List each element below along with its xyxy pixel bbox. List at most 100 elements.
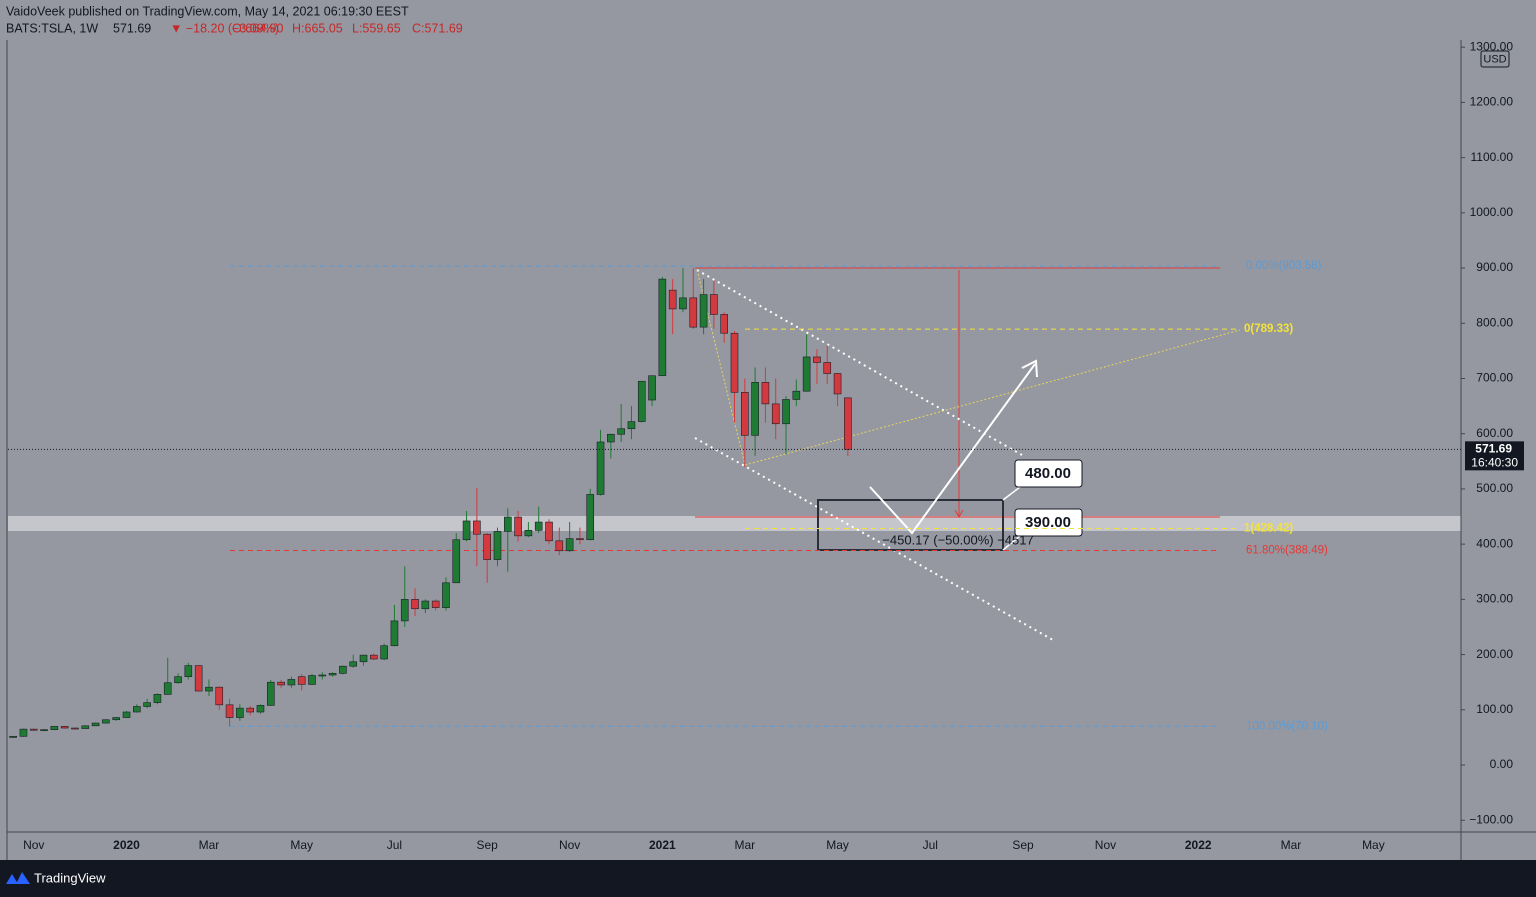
candle-body bbox=[534, 521, 543, 531]
fib-label: 0(789.33) bbox=[1244, 323, 1293, 335]
y-tick-label: 0.00 bbox=[1490, 757, 1514, 771]
candle-body bbox=[493, 531, 502, 560]
y-tick-label: 1000.00 bbox=[1470, 205, 1514, 219]
candle-body bbox=[813, 356, 821, 363]
fib-label: 61.80%(388.49) bbox=[1246, 545, 1328, 557]
y-tick-label: 700.00 bbox=[1476, 371, 1513, 385]
candle-body bbox=[205, 686, 213, 692]
candle-body bbox=[699, 294, 708, 328]
x-tick-label: Jul bbox=[923, 838, 938, 852]
y-tick-label: −100.00 bbox=[1469, 812, 1513, 826]
candle-body bbox=[689, 297, 698, 328]
candle-body bbox=[256, 705, 265, 713]
candle-body bbox=[19, 728, 28, 737]
candle-body bbox=[122, 711, 131, 718]
candle-body bbox=[60, 726, 69, 729]
range-arrow-head bbox=[954, 509, 964, 519]
candle-body bbox=[462, 520, 471, 541]
x-tick-label: Mar bbox=[1281, 838, 1302, 852]
x-tick-label: 2021 bbox=[649, 838, 676, 852]
candle-body bbox=[246, 707, 254, 713]
candle-body bbox=[823, 362, 832, 374]
candle-body bbox=[555, 540, 564, 552]
candle-body bbox=[81, 725, 90, 729]
candle-body bbox=[266, 681, 275, 706]
candle-body bbox=[741, 391, 749, 436]
y-tick-label: 1300.00 bbox=[1470, 39, 1514, 53]
candle-body bbox=[792, 390, 801, 400]
candle-body bbox=[50, 726, 59, 730]
currency: USD bbox=[1483, 53, 1506, 65]
measure-label: −450.17 (−50.00%) −4517 bbox=[882, 532, 1033, 547]
candle-body bbox=[174, 676, 182, 684]
price-tag-label: 571.69 bbox=[1475, 442, 1512, 456]
candle-body bbox=[40, 729, 48, 731]
measure-box bbox=[817, 499, 1004, 551]
support-zone bbox=[8, 516, 1461, 531]
candle-body bbox=[380, 645, 388, 660]
x-tick-label: Nov bbox=[559, 838, 580, 852]
callout-pointer bbox=[1002, 486, 1021, 501]
drawings: 480.00 390.00 −450.17 (−50.00%) −4517 0.… bbox=[8, 260, 1461, 732]
candle-body bbox=[545, 521, 553, 542]
logo bbox=[6, 872, 30, 884]
fib-leg bbox=[744, 329, 1241, 466]
candle-body bbox=[442, 582, 450, 608]
candle-body bbox=[133, 706, 141, 713]
candle-body bbox=[627, 421, 636, 430]
candle-body bbox=[236, 707, 244, 718]
candle-body bbox=[751, 382, 759, 436]
candle-body bbox=[71, 727, 79, 730]
x-tick-label: Jul bbox=[387, 838, 402, 852]
candle-body bbox=[215, 686, 224, 706]
channel-lower bbox=[694, 437, 1054, 641]
candle-body bbox=[452, 539, 461, 584]
y-tick-label: 200.00 bbox=[1476, 647, 1513, 661]
y-tick-label: 100.00 bbox=[1476, 702, 1513, 716]
callout-label: 480.00 bbox=[1025, 465, 1071, 482]
candle-body bbox=[411, 599, 419, 610]
callout-box bbox=[1014, 459, 1083, 488]
currency-box bbox=[1480, 50, 1510, 68]
x-tick-label: May bbox=[1362, 838, 1385, 852]
candles bbox=[9, 268, 852, 738]
candle-body bbox=[503, 516, 512, 532]
candle-body bbox=[771, 403, 780, 425]
ohlc-value: C:571.69 bbox=[412, 21, 463, 35]
candle-body bbox=[586, 494, 595, 541]
candle-body bbox=[225, 704, 234, 718]
x-tick-label: May bbox=[826, 838, 849, 852]
candle-body bbox=[390, 620, 399, 647]
candle-body bbox=[596, 441, 605, 495]
price-tag bbox=[1465, 441, 1524, 471]
x-tick-label: Nov bbox=[23, 838, 44, 852]
candle-body bbox=[617, 428, 625, 435]
candle-body bbox=[102, 719, 110, 724]
callout-box bbox=[1014, 508, 1083, 537]
x-tick-label: 2020 bbox=[113, 838, 140, 852]
x-tick-label: May bbox=[290, 838, 313, 852]
candle-body bbox=[143, 702, 151, 707]
candle-body bbox=[782, 399, 790, 425]
last-price: 571.69 bbox=[113, 21, 151, 35]
candle-body bbox=[163, 682, 172, 695]
candle-body bbox=[576, 538, 584, 541]
countdown: 16:40:30 bbox=[1471, 456, 1518, 470]
y-tick-label: 400.00 bbox=[1476, 536, 1513, 550]
channel-upper bbox=[696, 269, 1023, 456]
x-tick-label: Nov bbox=[1095, 838, 1116, 852]
brand: TradingView bbox=[34, 870, 106, 885]
x-tick-label: 2022 bbox=[1185, 838, 1212, 852]
y-tick-label: 600.00 bbox=[1476, 426, 1513, 440]
ohlc-value: H:665.05 bbox=[292, 21, 343, 35]
candle-body bbox=[431, 600, 440, 608]
candle-body bbox=[339, 665, 347, 674]
fib-label: 1(428.42) bbox=[1244, 522, 1293, 534]
candle-body bbox=[710, 294, 718, 315]
ohlc-value: O:664.90 bbox=[232, 21, 283, 35]
candle-body bbox=[648, 375, 656, 401]
candle-body bbox=[400, 599, 409, 622]
candle-body bbox=[565, 538, 574, 552]
candle-body bbox=[194, 665, 203, 692]
